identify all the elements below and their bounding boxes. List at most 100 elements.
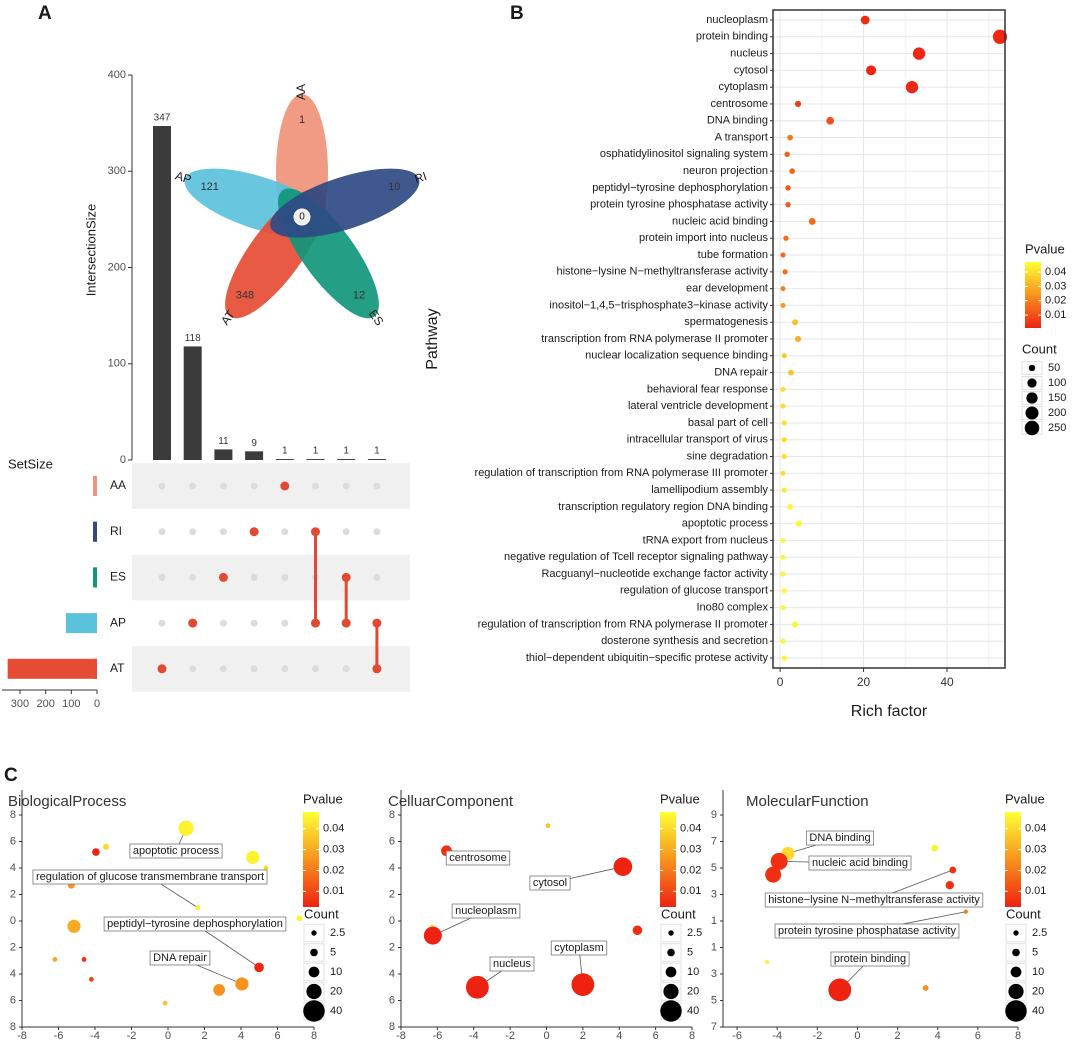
matrix-dot-empty [342,665,350,673]
matrix-dot-empty [281,573,289,581]
venn-count: 10 [388,181,400,193]
legend-circle [308,966,320,978]
set-label: ES [110,570,126,584]
set-size-bar [7,658,97,679]
bubble [545,823,551,829]
bubble [213,984,225,996]
y-tick-label: nucleoplasm [706,14,768,26]
colorbar-label: 0.02 [323,864,344,876]
label-box [774,923,960,939]
legend-label: 10 [1032,966,1044,978]
y-tick-label: transcription from RNA polymerase II pro… [541,333,768,345]
colorbar-label: 0.02 [1045,295,1066,307]
colorbar-label: 0.01 [680,885,701,897]
dot [792,319,799,326]
matrix-dot-empty [373,528,381,536]
y-tick-label: 8 [10,1021,16,1033]
set-size-tick-label: 100 [62,698,80,710]
legend-circle [1010,966,1022,978]
y-tick-label: basal part of cell [688,417,768,429]
legend-label: 100 [1048,377,1066,389]
set-label: RI [110,524,122,538]
bubble [945,881,954,890]
bar [153,126,171,460]
x-tick-label: -6 [432,1030,442,1042]
y-tick-label: lamellipodium assembly [651,484,768,496]
label-box [806,830,874,846]
y-tick-label: centrosome [711,98,768,110]
bubble [103,843,109,850]
venn-center [293,208,311,226]
y-tick-label: protein tyrosine phosphatase activity [590,199,768,211]
matrix-dot [372,664,382,674]
x-tick-label: -6 [54,1030,64,1042]
y-tick-label: osphatidylinositol signaling system [600,148,768,160]
x-tick-label: -4 [469,1030,479,1042]
y-tick-label: 2 [10,941,16,953]
x-tick-label: 8 [311,1030,317,1042]
label-box [103,916,287,932]
dot [992,29,1008,44]
venn-set-label: AP [174,168,194,186]
set-label: AT [110,661,125,675]
label-boxes: centrosome cytosol nucleoplasm nucleus cytop… [445,850,608,972]
dot [787,134,793,141]
matrix-dot-empty [219,482,227,490]
colorbar-label: 0.02 [1025,864,1046,876]
dot [782,269,788,275]
bar-label: 1 [282,446,288,457]
dot [785,201,791,208]
bar-label: 118 [185,333,201,344]
dot [780,286,786,292]
y-tick-label: 6 [389,994,395,1006]
bubble [296,915,303,922]
point-label: cytoplasm [554,942,604,954]
y-tick-label: 0 [389,915,395,927]
y-tick-label: tRNA export from nucleus [643,534,769,546]
bubble [963,909,968,914]
matrix-dot [218,572,228,582]
legend-circle [660,1000,682,1022]
bubble [81,957,87,962]
panel-label: B [510,3,524,24]
x-axis-label: Rich factor [851,703,928,720]
y-tick-label: protein import into nucleus [639,232,769,244]
legend-label: 2.5 [330,927,345,939]
legend-title: Pvalue [303,791,343,806]
y-tick-label: apoptotic process [682,518,769,530]
label-box [529,875,571,891]
x-tick-label: 2 [201,1030,207,1042]
point-label: DNA repair [153,952,207,964]
y-tick-label: protein binding [696,31,768,43]
colorbar-label: 0.04 [1025,823,1046,835]
y-tick-label: nuclear localization sequence binding [585,350,768,362]
y-tick-label: dosterone synthesis and secretion [601,635,768,647]
legend-title: Pvalue [1025,241,1065,256]
matrix-dot [341,572,351,582]
matrix-dot-empty [312,665,319,673]
label-box [550,940,608,956]
x-tick-label: -2 [812,1030,822,1042]
legend-circle [667,948,675,957]
plot-frame [772,9,1006,669]
y-tick-label: lateral ventricle development [628,400,768,412]
dot [794,335,802,343]
label-box [149,950,211,966]
legend-title: Count [1006,906,1041,921]
y-tick-label: 300 [108,165,126,177]
x-tick-label: 0 [854,1030,860,1042]
x-tick-label: -2 [127,1030,137,1042]
venn-count: 121 [201,181,219,193]
x-tick-label: -8 [396,1030,406,1042]
dot [794,100,802,108]
label-boxes: apoptotic process regulation of glucose t… [32,843,287,966]
dot [780,605,786,611]
points [423,823,643,999]
y-tick-label: 8 [389,1021,395,1033]
point-label: nucleoplasm [455,905,517,917]
legend-label: 20 [687,985,699,997]
label-box [489,956,535,972]
y-tick-label: tube formation [698,249,768,261]
legend-circle [663,983,679,1000]
dot [781,437,787,443]
